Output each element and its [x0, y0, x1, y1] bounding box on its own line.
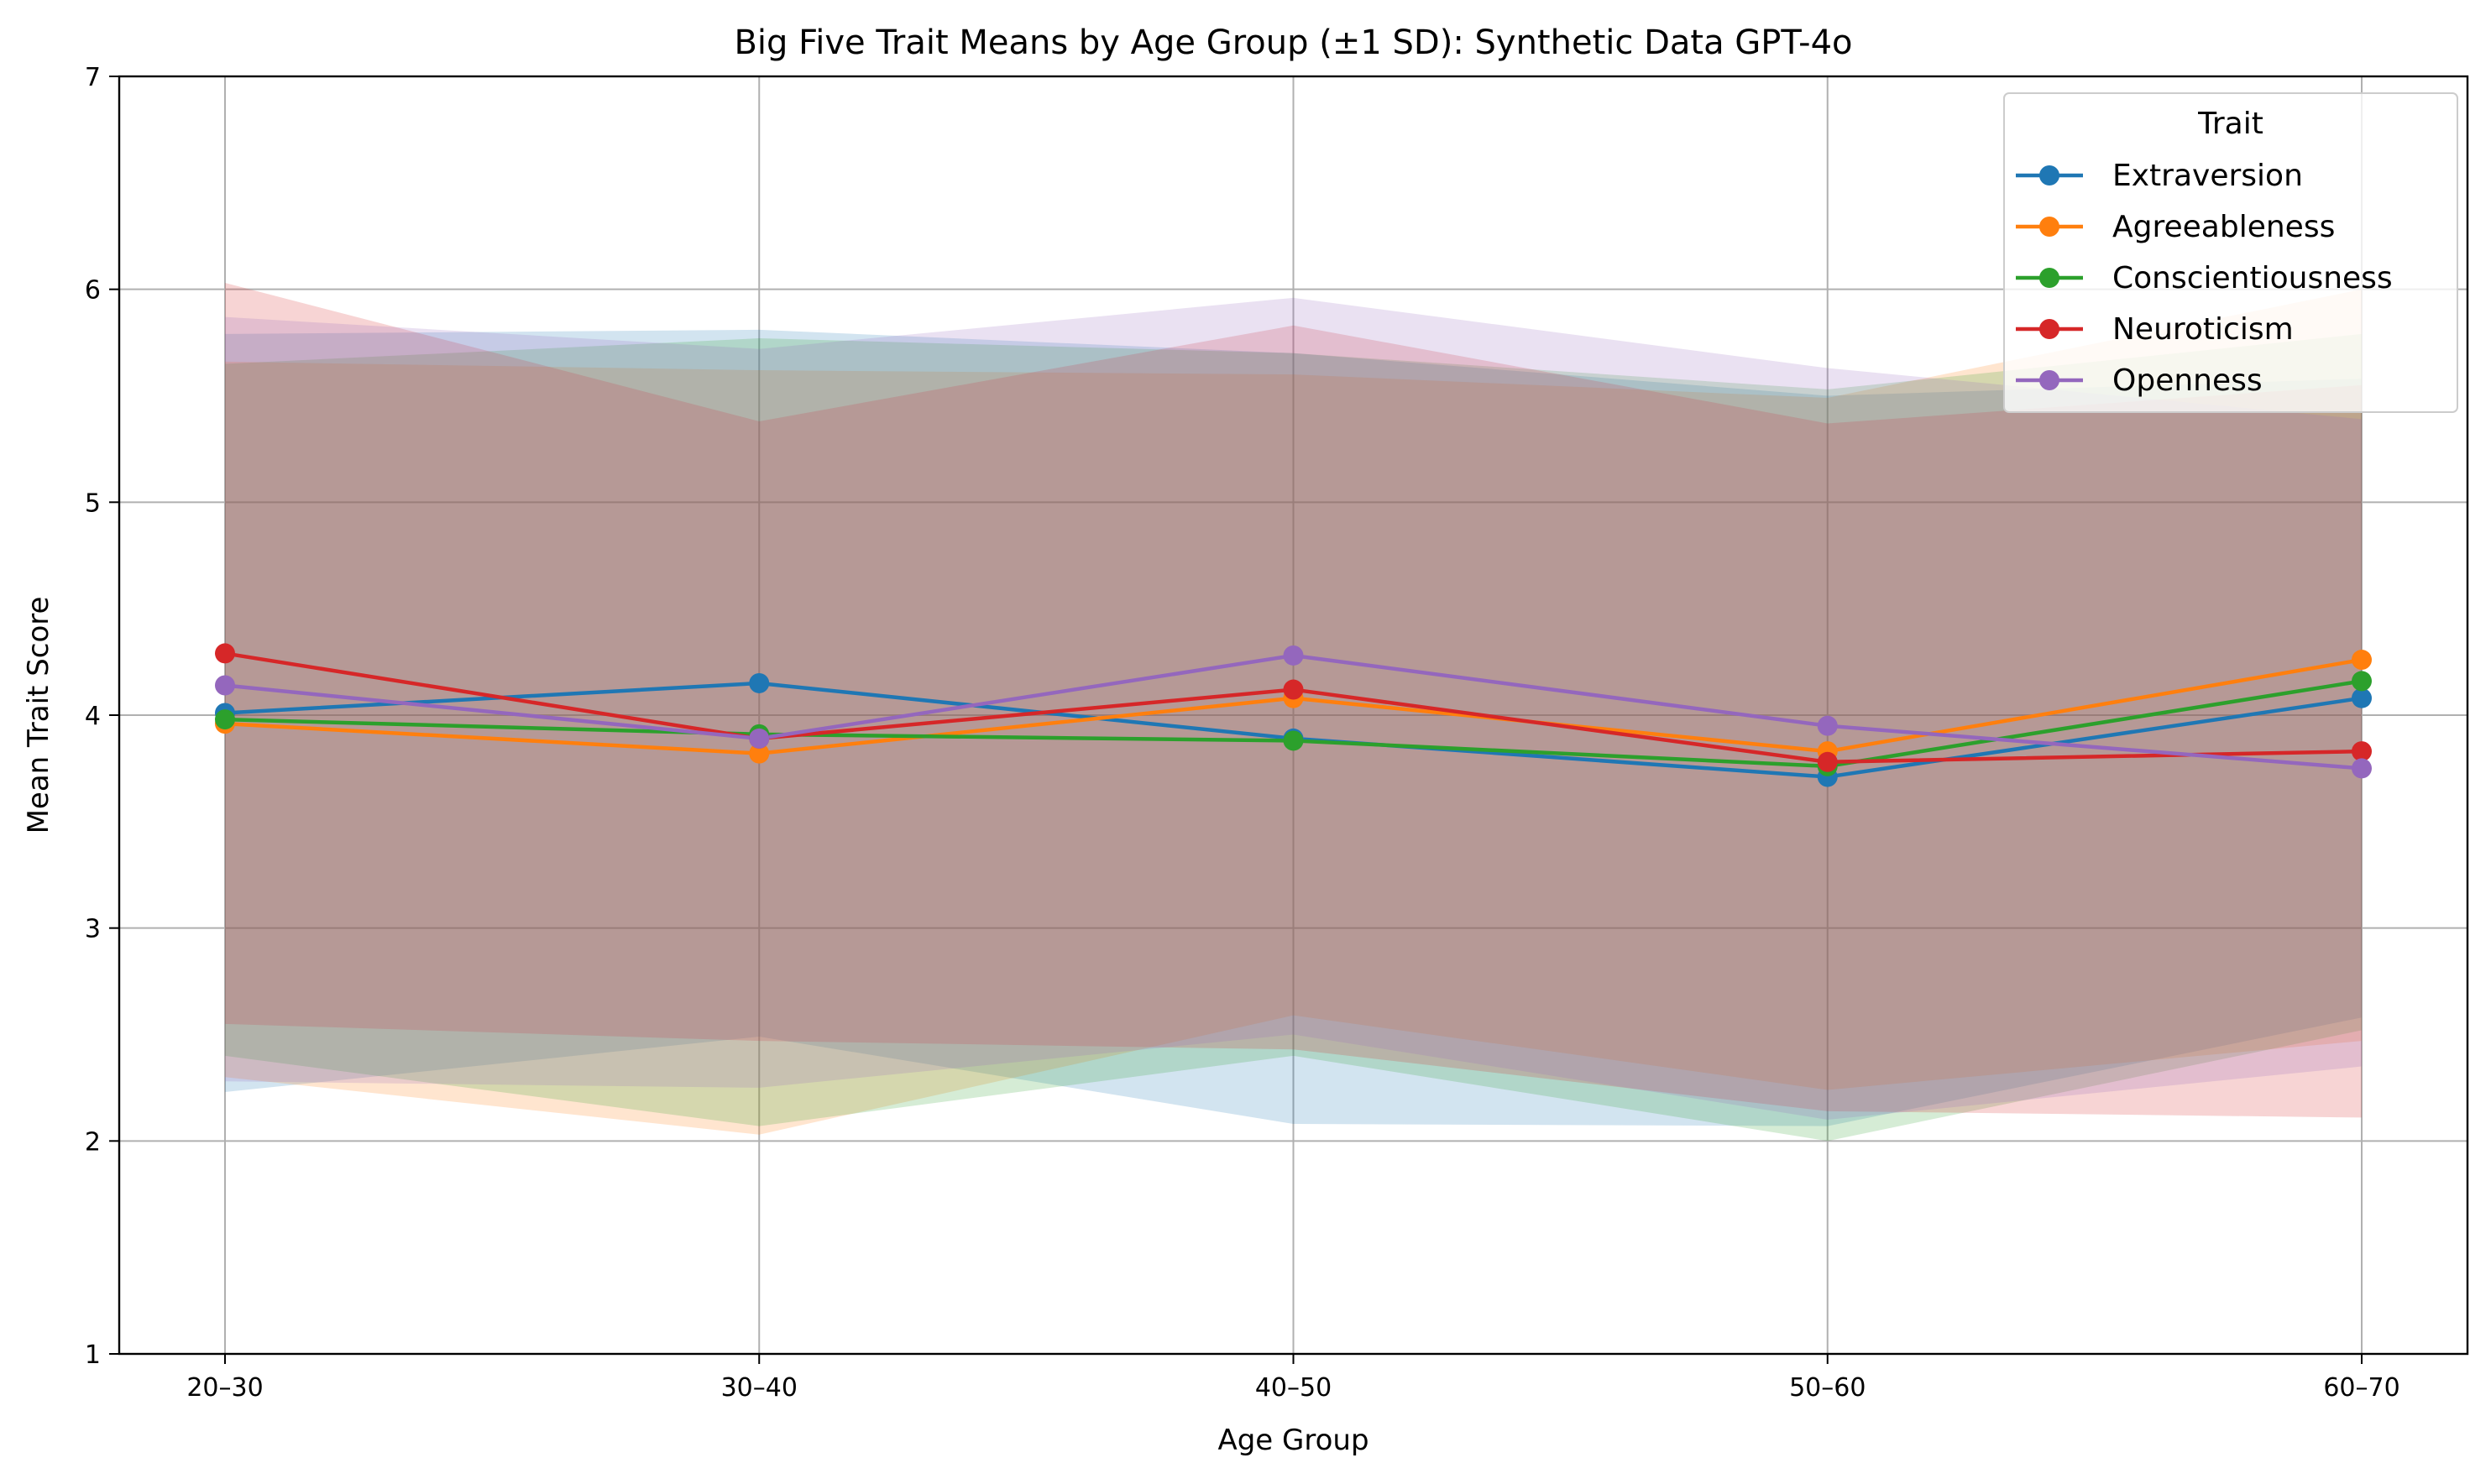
legend-marker: [2039, 319, 2059, 339]
legend-label: Agreeableness: [2112, 210, 2335, 244]
point-neuroticism: [1283, 679, 1304, 700]
point-agreeableness: [2352, 650, 2372, 671]
point-openness: [2352, 758, 2372, 779]
point-neuroticism: [2352, 741, 2372, 762]
point-conscientiousness: [215, 709, 235, 730]
band-agreeableness: [225, 289, 2362, 1135]
legend-box: [2003, 92, 2458, 413]
legend-item: Conscientiousness: [2016, 261, 2393, 295]
legend-item: Agreeableness: [2016, 210, 2335, 244]
legend-item: Openness: [2016, 363, 2263, 398]
y-tick-label: 1: [85, 1340, 101, 1370]
y-tick-label: 7: [85, 63, 101, 92]
y-tick-label: 3: [85, 915, 101, 944]
point-extraversion: [749, 672, 770, 693]
x-tick-label: 60–70: [2323, 1373, 2399, 1403]
y-tick-label: 4: [85, 702, 101, 731]
legend-marker: [2039, 217, 2059, 237]
x-axis-label: Age Group: [1217, 1424, 1368, 1457]
x-tick-label: 40–50: [1255, 1373, 1332, 1403]
band-extraversion: [225, 329, 2362, 1126]
point-extraversion: [2352, 687, 2372, 708]
point-openness: [749, 728, 770, 749]
chart-title: Big Five Trait Means by Age Group (±1 SD…: [734, 24, 1852, 62]
legend-label: Extraversion: [2112, 159, 2303, 193]
point-agreeableness: [749, 743, 770, 764]
legend-item: Neuroticism: [2016, 312, 2294, 347]
legend-title: Trait: [2197, 107, 2263, 141]
legend-item: Extraversion: [2016, 159, 2303, 193]
y-tick-label: 6: [85, 276, 101, 306]
legend-label: Openness: [2112, 363, 2263, 398]
x-tick-label: 20–30: [186, 1373, 263, 1403]
point-neuroticism: [215, 643, 235, 664]
band-openness: [225, 297, 2362, 1120]
legend-marker: [2039, 370, 2059, 390]
point-openness: [1283, 645, 1304, 666]
y-tick-label: 2: [85, 1127, 101, 1157]
legend-marker: [2039, 268, 2059, 288]
x-tick-label: 30–40: [721, 1373, 798, 1403]
x-tick-label: 50–60: [1789, 1373, 1866, 1403]
legend: Trait Extraversion Agreeableness Conscient…: [2003, 92, 2458, 413]
y-axis-label: Mean Trait Score: [22, 597, 55, 834]
point-conscientiousness: [2352, 671, 2372, 692]
axis-ticks: 20–30 30–40 40–50 50–60 60–70 1 2 3 4 5 6 7: [85, 63, 2400, 1403]
point-openness: [215, 675, 235, 696]
point-neuroticism: [1817, 751, 1838, 772]
point-openness: [1817, 715, 1838, 736]
legend-label: Conscientiousness: [2112, 261, 2393, 295]
legend-items: Extraversion Agreeableness Conscientiousne…: [2016, 159, 2393, 398]
legend-marker: [2039, 165, 2059, 186]
legend-label: Neuroticism: [2112, 312, 2294, 347]
y-tick-label: 5: [85, 489, 101, 518]
point-conscientiousness: [1283, 730, 1304, 751]
series-points: [215, 643, 2372, 787]
